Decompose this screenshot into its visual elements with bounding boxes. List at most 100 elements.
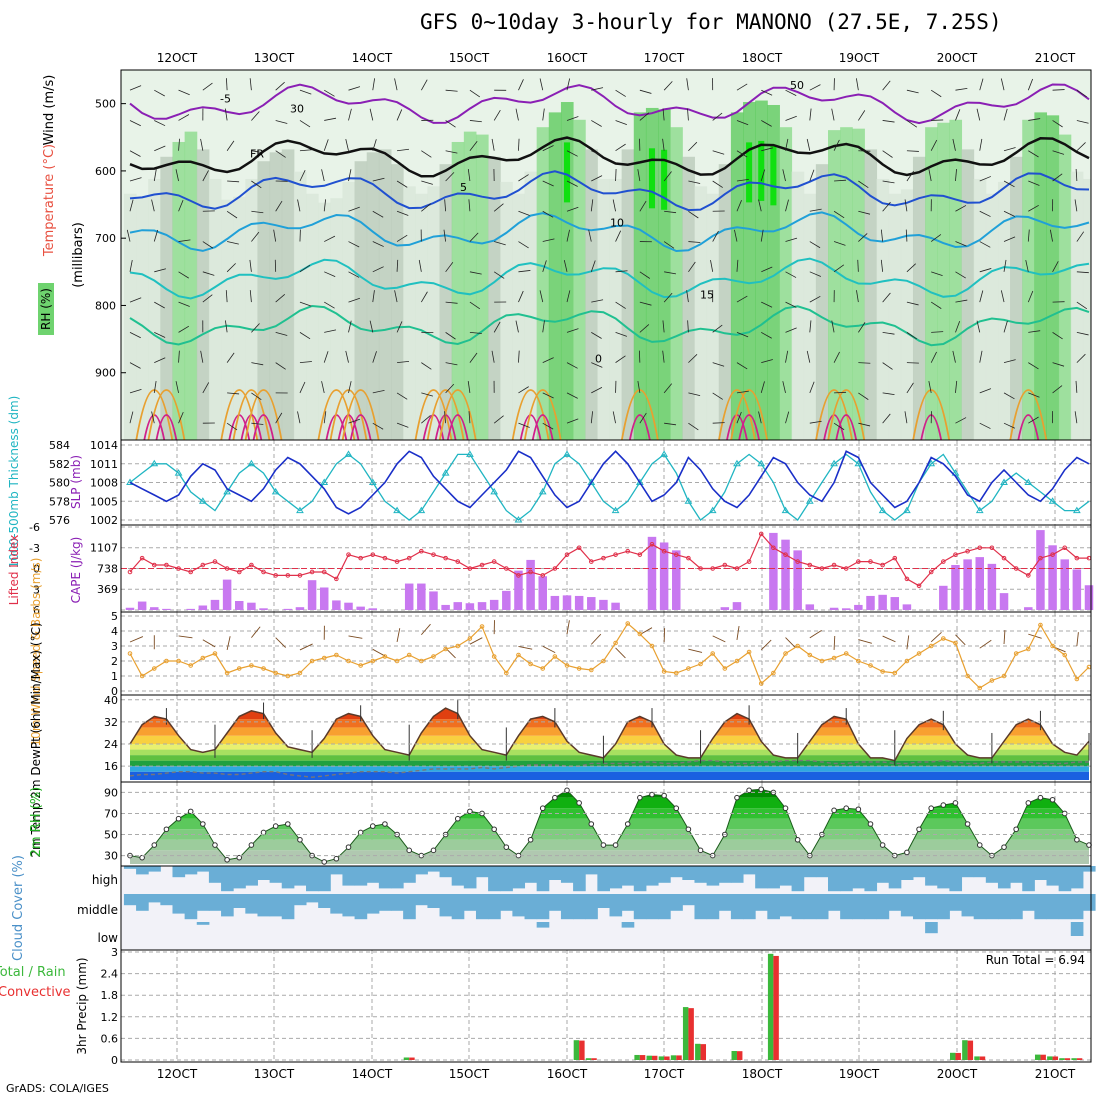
cloud-cell-middle [512, 894, 526, 917]
li-point [831, 562, 837, 568]
wind-barb [952, 350, 956, 363]
wind-barb [445, 150, 458, 154]
rh-column [378, 149, 392, 440]
wind-barb [324, 89, 335, 97]
wind-speed-point [989, 678, 995, 683]
wind-barb [129, 85, 142, 91]
wind-barb [1000, 78, 1005, 91]
wind-barb [1003, 359, 1016, 364]
wind-barb [615, 120, 627, 125]
rh-point [467, 808, 473, 815]
wind-barb [321, 381, 325, 393]
wind-barb [563, 260, 568, 272]
cloud-cell-high [925, 866, 938, 886]
cape-bar [210, 599, 220, 610]
wind-barb [663, 171, 672, 182]
wind-speed-point [722, 666, 728, 671]
wind-speed-point [892, 670, 898, 676]
wind-barb [736, 390, 749, 394]
wind-barb [761, 332, 772, 339]
wind-barb [224, 320, 228, 333]
wind-barb [906, 301, 919, 306]
wind-barb-10m [858, 639, 872, 644]
cloud-cell-middle [658, 894, 671, 920]
wind-speed-point [334, 652, 339, 658]
wind-speed-point [783, 651, 788, 656]
wind-barb [299, 264, 311, 273]
li-tick--6: -6 [29, 521, 40, 534]
rh-column [1010, 156, 1023, 440]
wind-barb [615, 331, 628, 337]
wind-speed-point [831, 655, 837, 661]
cloud-cell-middle [500, 894, 513, 911]
wind-barb [515, 320, 519, 333]
cloud-cell-middle [160, 894, 173, 906]
thickness-tick-580: 580 [49, 477, 70, 490]
wind-speed-point [1001, 673, 1007, 679]
wind-barb-10m [348, 635, 363, 639]
isotherm-10 [129, 211, 1090, 253]
wind-barb [882, 362, 893, 370]
wind-tick-3: 3 [111, 640, 118, 653]
wind-barb [275, 293, 286, 303]
wind-barb [445, 120, 456, 128]
wind-barb [202, 170, 209, 182]
upper-air-ylabel-rh: RH (%) [39, 288, 53, 330]
li-ylabel: Lifted Index [7, 535, 21, 606]
rh-column [828, 130, 841, 440]
cloud-cell-middle [245, 894, 258, 914]
thickness-line [129, 453, 1090, 521]
wind-barb [321, 169, 325, 182]
cloud-cell-high [148, 866, 161, 872]
thickness-point [368, 478, 377, 485]
li-tick-3: 3 [33, 583, 40, 596]
rh-column [840, 127, 853, 440]
wind-barb [833, 264, 845, 273]
cape-bar [489, 599, 499, 610]
thickness-point [441, 469, 450, 476]
cloud-cell-high [245, 866, 258, 886]
cloud-cell-high [912, 866, 926, 878]
wind-barb [324, 271, 336, 278]
rh-point [612, 842, 619, 848]
li-point [516, 573, 521, 578]
thickness-point [1072, 506, 1081, 514]
wind-barb-10m [202, 639, 216, 648]
wind-barb-10m [760, 639, 772, 651]
cape-bar [465, 603, 475, 610]
precip-bar-convective [1064, 1058, 1071, 1060]
wind-barb [858, 322, 866, 333]
cloud-cell-low [536, 922, 550, 928]
cape-bar [611, 602, 620, 610]
cape-bar [235, 600, 244, 610]
wind-barb [758, 411, 762, 424]
wind-barb [299, 301, 312, 307]
precip-bar-convective [591, 1058, 597, 1060]
wind-barb [348, 381, 352, 393]
wind-speed-point [807, 652, 813, 658]
li-point [892, 555, 898, 561]
wind-barb [806, 350, 811, 363]
rh-column [342, 181, 356, 440]
wind-barb [831, 320, 835, 333]
cloud-cell-high [791, 866, 805, 892]
temp-band-4 [130, 749, 1089, 756]
rh-column [427, 186, 441, 440]
precip-tick-2.4: 2.4 [101, 968, 119, 981]
x-tick-bottom-17OCT: 17OCT [644, 1067, 685, 1081]
wind-barb [129, 199, 134, 212]
cape-bar [550, 595, 560, 610]
cloud-cell-middle [937, 894, 950, 920]
wind-barb [251, 362, 264, 366]
cape-bar [186, 608, 195, 610]
cloud-cell-middle [123, 894, 137, 906]
li-point [297, 573, 303, 578]
cape-bar [198, 605, 208, 610]
wind-barb [662, 320, 665, 333]
wind-barb [444, 199, 447, 212]
hot-contour [835, 414, 858, 440]
rh-column [985, 193, 999, 440]
wind-barb [906, 362, 919, 364]
x-tick-bottom-15OCT: 15OCT [449, 1067, 490, 1081]
wind-barb [418, 259, 422, 272]
